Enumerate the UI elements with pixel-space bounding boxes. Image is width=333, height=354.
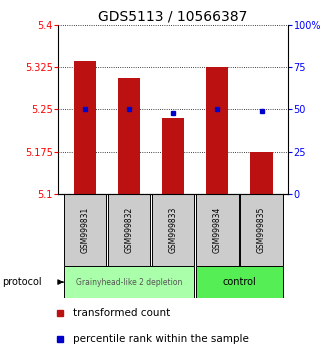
Text: GSM999831: GSM999831 xyxy=(80,207,89,253)
Bar xyxy=(64,266,194,298)
Bar xyxy=(108,194,150,266)
Text: GSM999834: GSM999834 xyxy=(213,207,222,253)
Bar xyxy=(118,78,140,194)
Bar xyxy=(64,194,106,266)
Text: protocol: protocol xyxy=(2,277,41,287)
Bar xyxy=(206,67,228,194)
Bar xyxy=(196,266,283,298)
Text: control: control xyxy=(222,277,256,287)
Bar xyxy=(240,194,283,266)
Bar xyxy=(162,118,184,194)
Bar xyxy=(74,62,96,194)
Bar xyxy=(196,194,238,266)
Bar xyxy=(152,194,194,266)
Text: percentile rank within the sample: percentile rank within the sample xyxy=(73,334,249,344)
Text: transformed count: transformed count xyxy=(73,308,170,318)
Text: GSM999833: GSM999833 xyxy=(168,207,178,253)
Text: GSM999832: GSM999832 xyxy=(125,207,134,253)
Text: GSM999835: GSM999835 xyxy=(257,207,266,253)
Title: GDS5113 / 10566387: GDS5113 / 10566387 xyxy=(99,10,248,24)
Bar xyxy=(250,152,273,194)
Text: Grainyhead-like 2 depletion: Grainyhead-like 2 depletion xyxy=(76,278,182,287)
